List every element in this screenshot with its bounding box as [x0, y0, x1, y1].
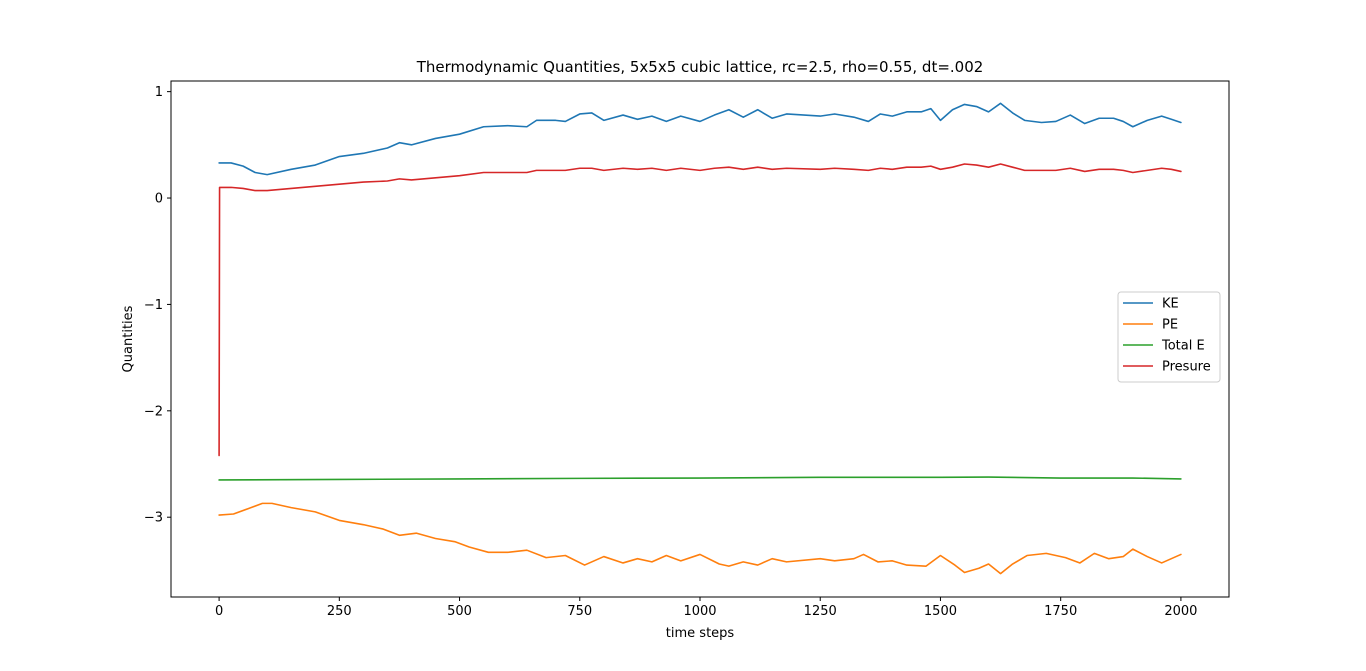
legend-entry: Presure	[1162, 360, 1211, 375]
y-axis-ticks: −3 −2 −1 0 1	[144, 85, 171, 526]
x-tick-label: 1250	[804, 604, 837, 619]
series-line-pe	[218, 502, 1182, 575]
legend-entry: KE	[1162, 297, 1179, 312]
legend-entry: PE	[1162, 318, 1178, 333]
x-tick-label: 1750	[1044, 604, 1077, 619]
y-tick-label: −1	[144, 298, 163, 313]
y-tick-label: −3	[144, 511, 163, 526]
series-line-total-e	[218, 476, 1182, 481]
y-axis-label: Quantities	[121, 305, 136, 372]
series-lines	[218, 102, 1182, 575]
x-axis-ticks: 0 250 500 750 1000 1250 1500 1750 2000	[215, 597, 1197, 619]
legend: KE PE Total E Presure	[1117, 291, 1221, 383]
x-tick-label: 1500	[924, 604, 957, 619]
chart-title: Thermodynamic Quantities, 5x5x5 cubic la…	[416, 58, 984, 76]
series-line-ke	[218, 102, 1182, 176]
x-tick-label: 250	[327, 604, 352, 619]
x-tick-label: 750	[567, 604, 592, 619]
plot-frame	[170, 80, 1230, 598]
legend-entry: Total E	[1161, 339, 1205, 354]
x-axis-label: time steps	[666, 626, 735, 641]
x-tick-label: 2000	[1164, 604, 1197, 619]
x-tick-label: 0	[215, 604, 223, 619]
x-tick-label: 500	[447, 604, 472, 619]
legend-box	[1117, 291, 1221, 383]
series-line-presure	[218, 163, 1182, 457]
x-tick-label: 1000	[683, 604, 716, 619]
y-tick-label: 0	[155, 192, 163, 207]
y-tick-label: −2	[144, 404, 163, 419]
y-tick-label: 1	[155, 85, 163, 100]
